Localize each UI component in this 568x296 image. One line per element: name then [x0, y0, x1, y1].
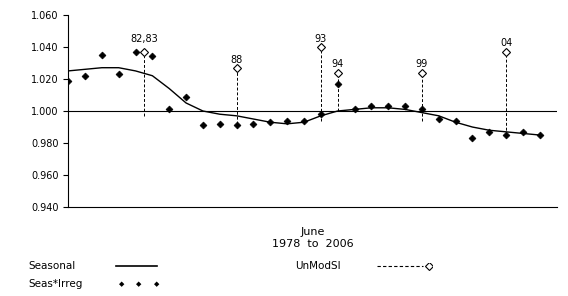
Text: 99: 99	[416, 59, 428, 69]
Text: 82,83: 82,83	[130, 34, 158, 44]
Text: 04: 04	[500, 38, 512, 49]
Text: ◆: ◆	[153, 281, 159, 287]
Text: 1978  to  2006: 1978 to 2006	[272, 239, 353, 249]
Text: Seasonal: Seasonal	[28, 261, 76, 271]
Text: ◆: ◆	[136, 281, 142, 287]
Text: 94: 94	[332, 59, 344, 69]
Text: 93: 93	[315, 34, 327, 44]
Text: ◆: ◆	[119, 281, 125, 287]
Text: Seas*Irreg: Seas*Irreg	[28, 279, 83, 289]
Text: UnModSI: UnModSI	[295, 261, 341, 271]
Text: June: June	[300, 227, 324, 237]
Text: 88: 88	[231, 54, 243, 65]
